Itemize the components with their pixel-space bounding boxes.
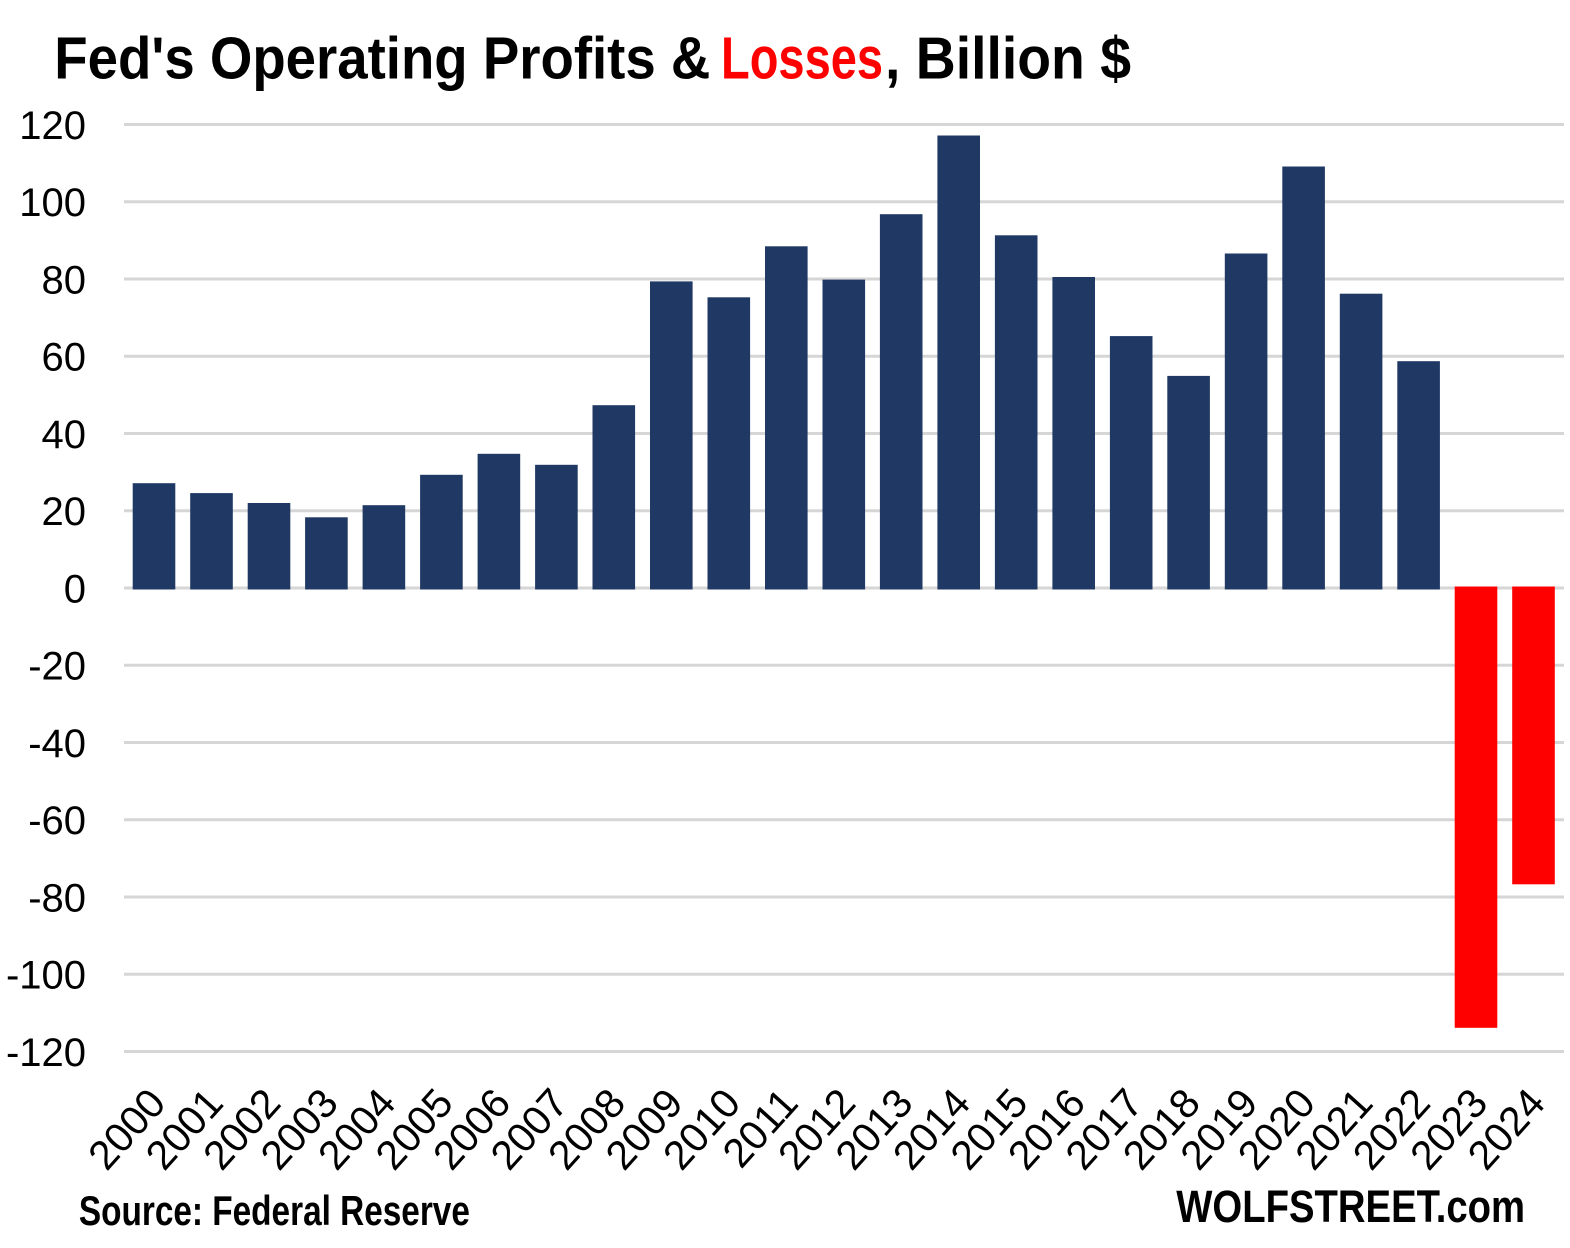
svg-text:Fed's Operating Profits &: Fed's Operating Profits & (54, 26, 710, 92)
svg-text:120: 120 (19, 104, 86, 148)
svg-text:WOLFSTREET.com: WOLFSTREET.com (1176, 1181, 1525, 1232)
svg-text:0: 0 (64, 567, 86, 611)
svg-text:-80: -80 (28, 876, 86, 920)
svg-text:Source: Federal Reserve: Source: Federal Reserve (79, 1187, 470, 1234)
svg-text:-60: -60 (28, 799, 86, 843)
svg-text:60: 60 (42, 336, 87, 380)
svg-text:40: 40 (42, 413, 87, 457)
svg-text:-120: -120 (6, 1031, 86, 1075)
svg-text:-20: -20 (28, 645, 86, 689)
svg-text:-40: -40 (28, 722, 86, 766)
svg-text:20: 20 (42, 490, 87, 534)
svg-text:Losses: Losses (721, 26, 883, 92)
svg-text:80: 80 (42, 258, 87, 302)
svg-text:-100: -100 (6, 954, 86, 998)
svg-text:, Billion $: , Billion $ (885, 26, 1131, 92)
svg-text:100: 100 (19, 181, 86, 225)
